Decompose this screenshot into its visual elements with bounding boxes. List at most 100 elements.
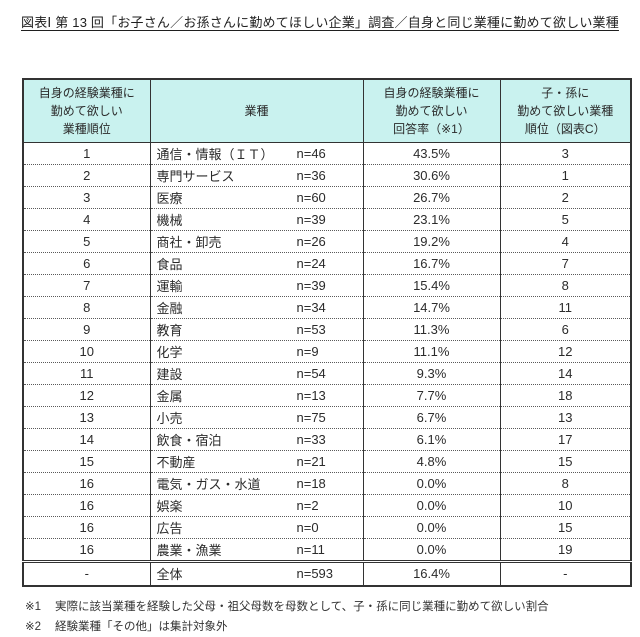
rank-cell: 13	[22, 406, 151, 429]
industry-cell: 飲食・宿泊 n=33	[149, 428, 364, 451]
rate-cell: 6.1%	[362, 428, 501, 451]
child-rank-cell: 8	[499, 274, 632, 297]
sample-size: n=60	[296, 190, 326, 205]
footnote-text: 経験業種「その他」は集計対象外	[55, 621, 228, 634]
rate-cell: 0.0%	[362, 538, 501, 562]
rank-cell: 11	[22, 362, 151, 385]
table-body: 1 通信・情報（ＩＴ） n=46 43.5% 3 2 専門サービス n=36 30.…	[22, 142, 632, 586]
industry-name: 電気・ガス・水道	[156, 477, 261, 492]
child-rank-cell: 18	[499, 384, 632, 407]
rank-cell: 16	[22, 538, 151, 562]
table-row: 5 商社・卸売 n=26 19.2% 4	[22, 230, 632, 253]
sample-size: n=9	[296, 344, 319, 359]
industry-name: 広告	[156, 521, 183, 536]
footnote-marker: ※2	[25, 621, 42, 634]
industry-name: 商社・卸売	[156, 235, 222, 250]
industry-name: 教育	[156, 323, 183, 338]
table-row: 12 金属 n=13 7.7% 18	[22, 384, 632, 407]
footnote-1: ※1 実際に該当業種を経験した父母・祖父母数を母数として、子・孫に同じ業種に勤め…	[25, 597, 625, 617]
rank-cell: 16	[22, 494, 151, 517]
industry-cell: 運輸 n=39	[149, 274, 364, 297]
rate-cell: 11.1%	[362, 340, 501, 363]
industry-cell: 化学 n=9	[149, 340, 364, 363]
sample-size: n=53	[296, 322, 326, 337]
industry-name: 食品	[156, 257, 183, 272]
industry-name: 化学	[156, 345, 183, 360]
rate-cell: 0.0%	[362, 472, 501, 495]
industry-cell: 商社・卸売 n=26	[149, 230, 364, 253]
header-child-rank: 子・孫に 勤めて欲しい業種 順位（図表C）	[499, 78, 632, 143]
rate-cell: 9.3%	[362, 362, 501, 385]
industry-name: 金属	[156, 389, 183, 404]
industry-name: 不動産	[156, 455, 196, 470]
rate-cell: 23.1%	[362, 208, 501, 231]
child-rank-cell: 3	[499, 142, 632, 165]
industry-cell: 広告 n=0	[149, 516, 364, 539]
rank-cell: 7	[22, 274, 151, 297]
industry-cell: 不動産 n=21	[149, 450, 364, 473]
table-row: 15 不動産 n=21 4.8% 15	[22, 450, 632, 473]
industry-name: 運輸	[156, 279, 183, 294]
rate-cell: 30.6%	[362, 164, 501, 187]
industry-name: 機械	[156, 213, 183, 228]
child-rank-cell: 15	[499, 450, 632, 473]
table-row: 1 通信・情報（ＩＴ） n=46 43.5% 3	[22, 142, 632, 165]
child-rank-cell: -	[499, 560, 632, 586]
industry-cell: 金属 n=13	[149, 384, 364, 407]
industry-name: 金融	[156, 301, 183, 316]
sample-size: n=13	[296, 388, 326, 403]
rate-cell: 7.7%	[362, 384, 501, 407]
table-row: 3 医療 n=60 26.7% 2	[22, 186, 632, 209]
child-rank-cell: 4	[499, 230, 632, 253]
industry-cell: 電気・ガス・水道 n=18	[149, 472, 364, 495]
child-rank-cell: 8	[499, 472, 632, 495]
footnotes: ※1 実際に該当業種を経験した父母・祖父母数を母数として、子・孫に同じ業種に勤め…	[25, 597, 625, 637]
sample-size: n=593	[296, 566, 334, 582]
table-row: 11 建設 n=54 9.3% 14	[22, 362, 632, 385]
rank-cell: 10	[22, 340, 151, 363]
rank-cell: 12	[22, 384, 151, 407]
rate-cell: 16.7%	[362, 252, 501, 275]
industry-name: 娯楽	[156, 499, 183, 514]
child-rank-cell: 13	[499, 406, 632, 429]
table-row: 9 教育 n=53 11.3% 6	[22, 318, 632, 341]
industry-cell: 専門サービス n=36	[149, 164, 364, 187]
sample-size: n=21	[296, 454, 326, 469]
rate-cell: 6.7%	[362, 406, 501, 429]
child-rank-cell: 11	[499, 296, 632, 319]
rate-cell: 19.2%	[362, 230, 501, 253]
rate-cell: 4.8%	[362, 450, 501, 473]
table-row: 4 機械 n=39 23.1% 5	[22, 208, 632, 231]
child-rank-cell: 15	[499, 516, 632, 539]
industry-name: 小売	[156, 411, 183, 426]
child-rank-cell: 12	[499, 340, 632, 363]
industry-cell: 通信・情報（ＩＴ） n=46	[149, 142, 364, 165]
rank-cell: 2	[22, 164, 151, 187]
sample-size: n=18	[296, 476, 326, 491]
rate-cell: 0.0%	[362, 516, 501, 539]
rate-cell: 43.5%	[362, 142, 501, 165]
child-rank-cell: 10	[499, 494, 632, 517]
table-row: 7 運輸 n=39 15.4% 8	[22, 274, 632, 297]
industry-cell: 全体 n=593	[149, 560, 364, 586]
sample-size: n=39	[296, 212, 326, 227]
sample-size: n=33	[296, 432, 326, 447]
rank-cell: 1	[22, 142, 151, 165]
table-total-row: - 全体 n=593 16.4% -	[22, 560, 632, 586]
industry-name: 医療	[156, 191, 183, 206]
rank-cell: 3	[22, 186, 151, 209]
header-response-rate: 自身の経験業種に 勤めて欲しい 回答率（※1）	[362, 78, 501, 143]
footnote-marker: ※1	[25, 601, 42, 613]
rank-cell: 15	[22, 450, 151, 473]
table-header: 自身の経験業種に 勤めて欲しい 業種順位 業種 自身の経験業種に 勤めて欲しい …	[22, 78, 632, 143]
rank-cell: -	[22, 560, 151, 586]
table-row: 14 飲食・宿泊 n=33 6.1% 17	[22, 428, 632, 451]
industry-cell: 小売 n=75	[149, 406, 364, 429]
industry-cell: 機械 n=39	[149, 208, 364, 231]
rate-cell: 26.7%	[362, 186, 501, 209]
header-industry: 業種	[149, 78, 364, 143]
rate-cell: 15.4%	[362, 274, 501, 297]
table-row: 10 化学 n=9 11.1% 12	[22, 340, 632, 363]
footnote-2: ※2 経験業種「その他」は集計対象外	[25, 617, 625, 637]
